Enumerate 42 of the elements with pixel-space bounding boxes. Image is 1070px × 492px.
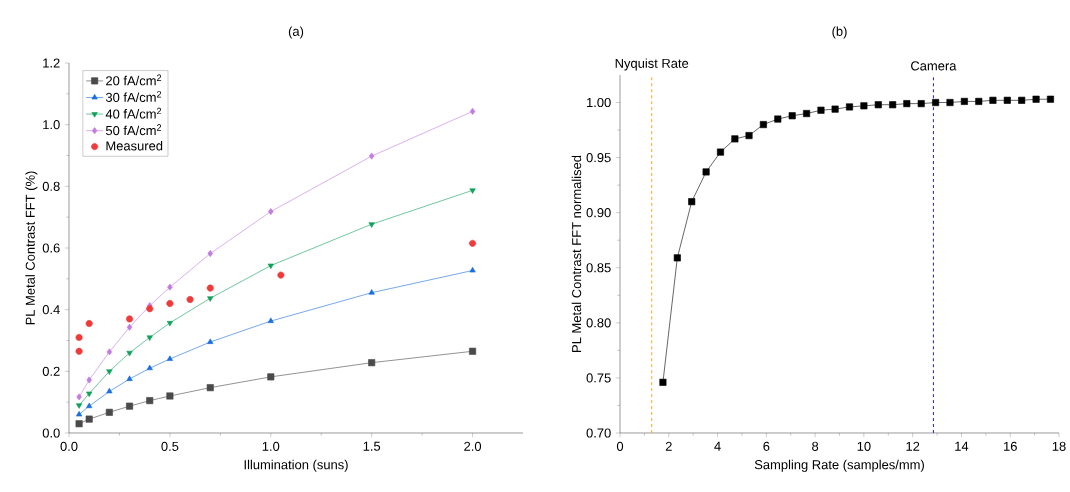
y-tick-label: 0.75 <box>586 373 611 383</box>
legend-label: Measured <box>106 140 163 151</box>
y-tick-label: 0.4 <box>42 305 60 315</box>
y-axis-title: PL Metal Contrast FFT normalised <box>571 155 582 352</box>
x-tick-label: 0 <box>616 441 624 451</box>
legend-label: 30 fA/cm$^{2}$ <box>105 91 162 102</box>
x-axis-title: Illumination (suns) <box>244 459 348 472</box>
y-tick-label: 0.85 <box>586 263 611 273</box>
y-tick-label: 0.6 <box>42 243 60 253</box>
x-tick-label: 1.0 <box>262 441 280 451</box>
y-tick-label: 0.0 <box>42 428 60 438</box>
y-tick-label: 0.95 <box>586 153 611 163</box>
chart-title: (a) <box>288 26 304 39</box>
y-tick-label: 1.0 <box>43 120 60 130</box>
x-tick-label: 2 <box>665 441 672 451</box>
y-tick-label: 0.8 <box>42 181 60 191</box>
x-tick-label: 18 <box>1052 441 1066 451</box>
x-tick-label: 4 <box>714 441 721 451</box>
ref-line-label: Nyquist Rate <box>615 58 689 71</box>
x-tick-label: 0.0 <box>60 441 78 451</box>
x-tick-label: 0.5 <box>161 441 179 451</box>
y-tick-label: 0.70 <box>586 428 611 438</box>
legend-label: 20 fA/cm$^{2}$ <box>106 74 162 86</box>
x-axis-title: Sampling Rate (samples/mm) <box>754 459 924 472</box>
chart-title: (b) <box>832 26 847 39</box>
y-axis-title: PL Metal Contrast FFT (%) <box>25 171 38 325</box>
y-tick-label: 1.2 <box>43 58 60 68</box>
x-tick-label: 14 <box>955 441 969 451</box>
x-tick-label: 2.0 <box>464 441 482 451</box>
legend-label: 50 fA/cm$^{2}$ <box>105 124 162 136</box>
y-tick-label: 1.00 <box>587 97 611 108</box>
x-tick-label: 16 <box>1004 441 1017 451</box>
y-tick-label: 0.90 <box>586 208 611 218</box>
x-tick-label: 6 <box>763 441 770 451</box>
legend-label: 40 fA/cm$^{2}$ <box>105 107 162 119</box>
ref-line-label: Camera <box>911 61 957 71</box>
x-tick-label: 1.5 <box>363 441 381 451</box>
x-tick-label: 12 <box>906 441 920 451</box>
y-tick-label: 0.2 <box>42 366 60 376</box>
x-tick-label: 8 <box>812 441 819 451</box>
x-tick-label: 10 <box>857 441 871 451</box>
y-tick-label: 0.80 <box>586 318 611 328</box>
